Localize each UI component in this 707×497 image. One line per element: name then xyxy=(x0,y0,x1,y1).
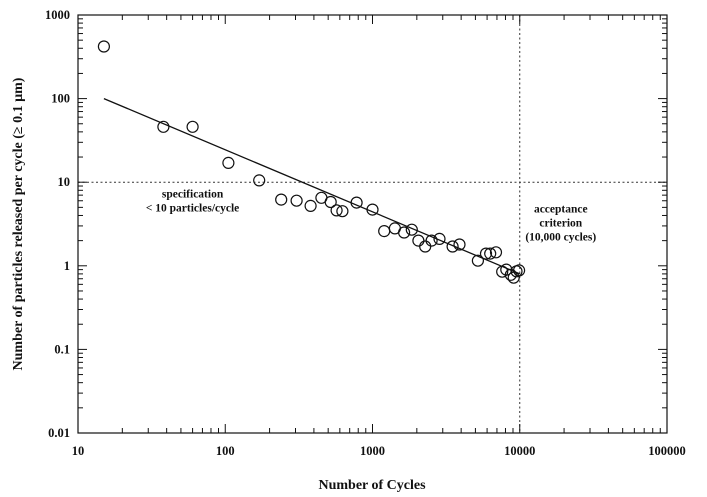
x-tick-labels: 10 100 1000 10000 100000 xyxy=(72,444,686,458)
data-point xyxy=(366,203,379,216)
data-point xyxy=(507,271,520,284)
x-tick-label: 1000 xyxy=(360,444,385,458)
data-point xyxy=(489,246,503,259)
data-point xyxy=(330,204,343,217)
data-point xyxy=(97,40,111,53)
fit-line xyxy=(103,98,521,275)
y-tick-label: 0.01 xyxy=(48,426,70,440)
data-point xyxy=(446,240,459,253)
annotations: specification < 10 particles/cycle accepta… xyxy=(146,189,597,244)
data-point xyxy=(433,232,446,245)
x-tick-label: 10 xyxy=(72,444,85,458)
data-point xyxy=(398,226,411,239)
y-tick-labels: 0.01 0.1 1 10 100 1000 xyxy=(45,8,70,440)
data-point xyxy=(324,195,337,209)
annotation-text: (10,000 cycles) xyxy=(525,231,596,243)
data-point xyxy=(157,120,170,133)
x-tick-label: 100000 xyxy=(648,444,686,458)
data-point xyxy=(336,205,349,218)
data-point xyxy=(471,254,484,267)
reference-lines xyxy=(78,15,667,433)
data-point xyxy=(479,247,493,260)
data-point xyxy=(275,193,288,206)
data-point xyxy=(425,234,438,247)
x-axis-title: Number of Cycles xyxy=(318,478,426,493)
y-tick-label: 0.1 xyxy=(54,342,70,356)
data-point xyxy=(453,238,466,251)
data-point xyxy=(412,234,425,247)
annotation-text: specification xyxy=(162,189,224,201)
data-point xyxy=(253,174,266,187)
data-point xyxy=(512,264,526,277)
data-point xyxy=(186,120,199,133)
x-tick-label: 100 xyxy=(216,444,235,458)
data-point xyxy=(419,240,432,253)
data-point xyxy=(222,156,235,169)
annotation-text: < 10 particles/cycle xyxy=(146,203,239,215)
data-point xyxy=(304,199,317,212)
fit-line-layer xyxy=(103,98,521,275)
data-point xyxy=(405,223,418,236)
y-tick-label: 1 xyxy=(64,259,70,273)
data-point xyxy=(290,194,303,207)
x-tick-label: 10000 xyxy=(504,444,535,458)
y-tick-label: 100 xyxy=(51,92,70,106)
annotation-text: acceptance xyxy=(534,203,588,215)
y-axis-title: Number of particles released per cycle (… xyxy=(11,77,26,370)
data-point xyxy=(350,196,363,209)
y-tick-label: 10 xyxy=(58,175,71,189)
axis-ticks xyxy=(77,14,668,434)
data-point xyxy=(484,247,497,260)
annotation-text: criterion xyxy=(539,217,582,229)
y-tick-label: 1000 xyxy=(45,8,70,22)
data-point xyxy=(378,225,391,238)
data-points xyxy=(97,40,526,284)
